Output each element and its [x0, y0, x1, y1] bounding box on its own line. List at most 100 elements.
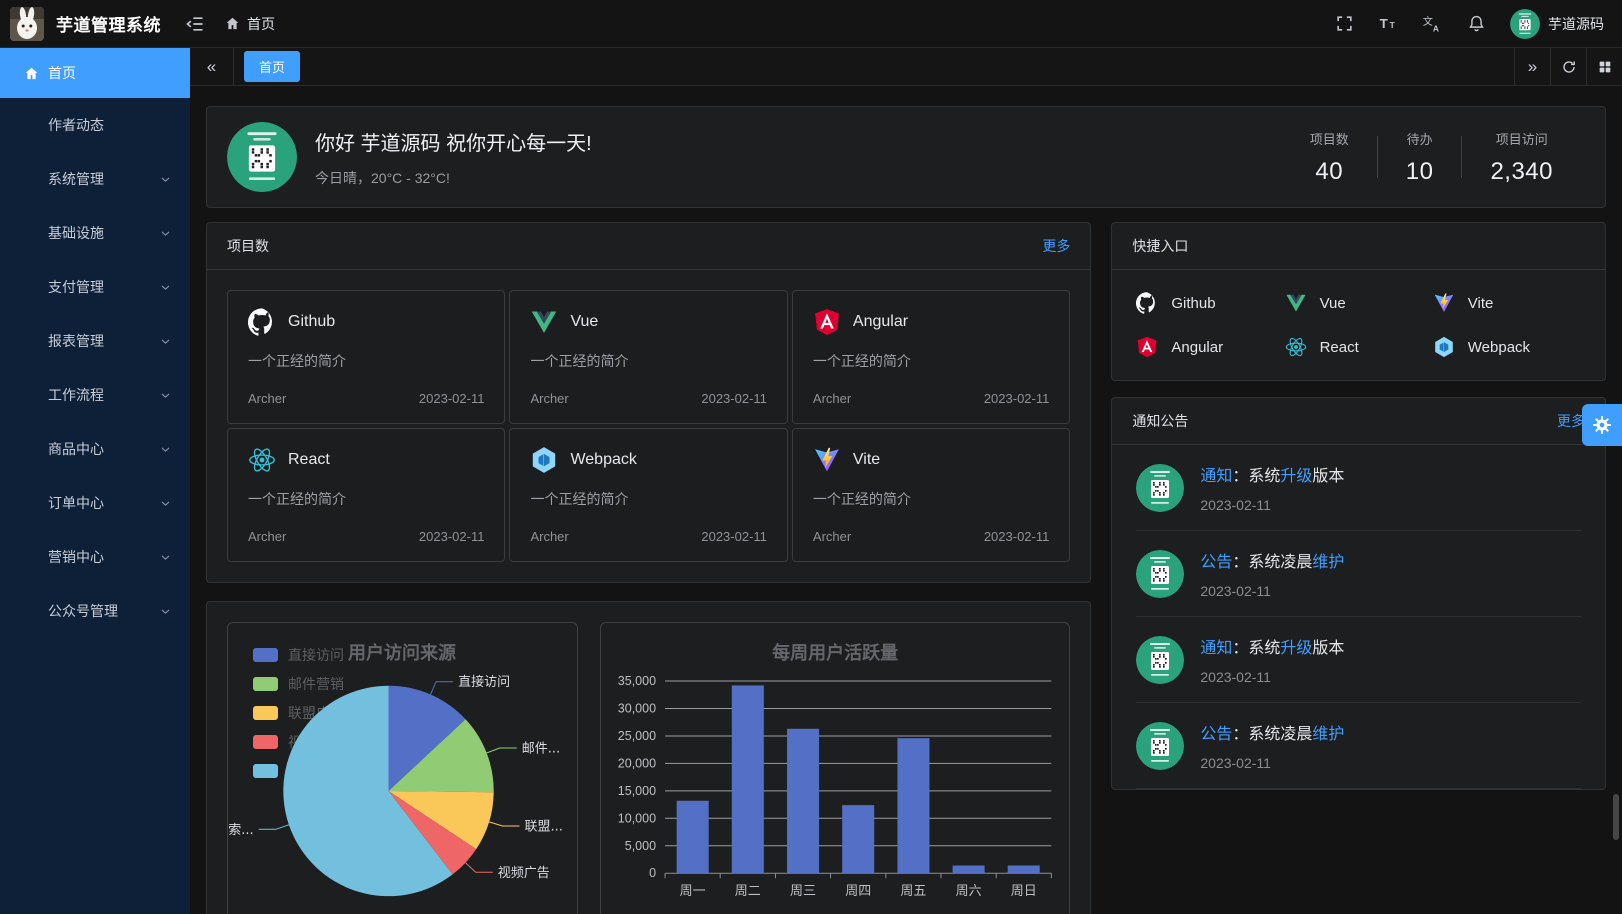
projects-grid: Github 一个正经的简介 Archer 2023-02-11 Vue 一个正经的… — [207, 270, 1090, 582]
bar-3[interactable] — [842, 805, 875, 874]
y-tick-label: 15,000 — [618, 784, 656, 798]
sidebar-item-6[interactable]: 工作流程 — [0, 368, 190, 422]
legend-item-1[interactable]: 邮件营销 — [253, 674, 344, 694]
bar-5[interactable] — [952, 865, 985, 874]
sidebar-item-9[interactable]: 营销中心 — [0, 530, 190, 584]
tabs-scroll-right-button[interactable]: » — [1514, 48, 1550, 85]
sidebar-item-10[interactable]: 公众号管理 — [0, 584, 190, 638]
pie-slice-4[interactable] — [283, 685, 453, 897]
tab-home[interactable]: 首页 — [244, 51, 301, 82]
project-card-react[interactable]: React 一个正经的简介 Archer 2023-02-11 — [227, 428, 506, 562]
vite-icon — [813, 446, 841, 474]
project-name: Webpack — [570, 451, 637, 468]
notice-title-segment: 维护 — [1312, 726, 1345, 743]
pie-callout-label: 邮件... — [522, 742, 560, 757]
pie-slice-0[interactable] — [388, 685, 466, 791]
settings-drawer-button[interactable] — [1582, 404, 1622, 446]
fullscreen-icon[interactable] — [1334, 14, 1354, 34]
breadcrumb[interactable]: 首页 — [225, 14, 275, 34]
notice-item-0[interactable]: 通知：系统升级版本 2023-02-11 — [1136, 445, 1581, 531]
vertical-scrollbar[interactable] — [1613, 794, 1619, 840]
chevron-down-icon — [159, 389, 172, 402]
shortcut-github[interactable]: Github — [1136, 292, 1284, 314]
project-date: 2023-02-11 — [983, 391, 1050, 406]
pie-callout-label: 直接访问 — [458, 674, 510, 690]
app-logo[interactable] — [10, 6, 44, 41]
chevron-down-icon — [159, 605, 172, 618]
sidebar-item-1[interactable]: 作者动态 — [0, 98, 190, 152]
sidebar-item-8[interactable]: 订单中心 — [0, 476, 190, 530]
notices-more-link[interactable]: 更多 — [1557, 413, 1585, 429]
sidebar-item-5[interactable]: 报表管理 — [0, 314, 190, 368]
project-author: Archer — [530, 391, 569, 406]
y-tick-label: 5,000 — [625, 839, 656, 853]
project-card-webpack[interactable]: Webpack 一个正经的简介 Archer 2023-02-11 — [509, 428, 788, 562]
project-card-vite[interactable]: Vite 一个正经的简介 Archer 2023-02-11 — [791, 428, 1071, 562]
notice-title-segment: ：系统 — [1232, 640, 1281, 657]
tab-options-button[interactable] — [1586, 48, 1622, 85]
notice-title: 通知：系统升级版本 — [1200, 634, 1344, 658]
sidebar-item-label: 作者动态 — [48, 117, 104, 133]
breadcrumb-item-home[interactable]: 首页 — [247, 15, 275, 32]
shortcut-label: Github — [1171, 294, 1216, 312]
tabs-strip: 首页 — [234, 48, 1514, 85]
shortcut-webpack[interactable]: Webpack — [1433, 336, 1581, 358]
project-description: 一个正经的简介 — [812, 491, 911, 507]
notice-item-2[interactable]: 通知：系统升级版本 2023-02-11 — [1136, 617, 1581, 703]
bar-2[interactable] — [787, 728, 820, 874]
notice-item-1[interactable]: 公告：系统凌晨维护 2023-02-11 — [1136, 531, 1581, 617]
bar-1[interactable] — [731, 685, 764, 874]
github-icon — [248, 308, 276, 336]
bell-icon[interactable] — [1466, 14, 1486, 34]
project-description: 一个正经的简介 — [248, 491, 346, 507]
bar-0[interactable] — [676, 800, 709, 874]
bar-4[interactable] — [897, 738, 930, 874]
pie-slice-3[interactable] — [388, 791, 477, 875]
project-card-vue[interactable]: Vue 一个正经的简介 Archer 2023-02-11 — [509, 290, 788, 424]
menu-fold-icon[interactable] — [185, 14, 205, 34]
shortcut-react[interactable]: React — [1285, 336, 1433, 358]
projects-more-link[interactable]: 更多 — [1042, 238, 1071, 254]
notice-title-segment: ：系统凌晨 — [1232, 554, 1313, 571]
shortcuts-card-title: 快捷入口 — [1132, 238, 1189, 254]
refresh-tab-button[interactable] — [1550, 48, 1586, 85]
user-menu[interactable]: 芋道源码 — [1510, 8, 1604, 39]
sidebar-item-4[interactable]: 支付管理 — [0, 260, 190, 314]
project-date: 2023-02-11 — [983, 529, 1050, 544]
sidebar-item-label: 基础设施 — [48, 225, 104, 241]
pie-slice-1[interactable] — [388, 719, 494, 793]
project-description: 一个正经的简介 — [530, 491, 629, 507]
shortcut-angular[interactable]: Angular — [1136, 336, 1284, 358]
project-author: Archer — [248, 391, 287, 406]
bar-6[interactable] — [1007, 865, 1040, 874]
stats-row: 项目数 40 待办 10 项目访问 2,340 — [1282, 129, 1581, 186]
pie-slice-2[interactable] — [388, 791, 494, 850]
notice-title-segment: ：系统 — [1232, 468, 1281, 485]
notice-item-3[interactable]: 公告：系统凌晨维护 2023-02-11 — [1136, 703, 1581, 789]
sidebar-item-7[interactable]: 商品中心 — [0, 422, 190, 476]
bar-chart[interactable]: 0 5,000 10,000 15,000 20,000 25,000 30,000 35,0… — [601, 623, 1069, 914]
project-author: Archer — [530, 529, 569, 544]
chevron-down-icon — [159, 173, 172, 186]
notice-title-segment: ：系统凌晨 — [1232, 726, 1313, 743]
tabs-scroll-left-button[interactable]: « — [190, 48, 234, 85]
shortcut-vue[interactable]: Vue — [1285, 292, 1433, 314]
sidebar-item-2[interactable]: 系统管理 — [0, 152, 190, 206]
notice-qr-avatar — [1136, 463, 1185, 512]
notices-card: 通知公告 更多 通知：系统升级版本 2023-02-11 公告：系统凌晨维护 2… — [1111, 397, 1606, 790]
svg-text:文: 文 — [1423, 14, 1433, 27]
project-card-angular[interactable]: Angular 一个正经的简介 Archer 2023-02-11 — [791, 290, 1071, 424]
bar-chart-panel: 每周用户活跃量 0 5,000 10,000 15,000 20,000 25,000 30… — [600, 622, 1071, 914]
sidebar-item-3[interactable]: 基础设施 — [0, 206, 190, 260]
legend-item-0[interactable]: 直接访问 — [253, 645, 344, 665]
notice-qr-avatar — [1136, 635, 1185, 684]
shortcut-vite[interactable]: Vite — [1433, 292, 1581, 314]
user-avatar — [1510, 8, 1540, 39]
sidebar-item-0[interactable]: 首页 — [0, 48, 190, 98]
tabbar: « 首页 » — [190, 48, 1622, 86]
project-name: React — [288, 451, 330, 468]
project-card-github[interactable]: Github 一个正经的简介 Archer 2023-02-11 — [227, 290, 506, 424]
